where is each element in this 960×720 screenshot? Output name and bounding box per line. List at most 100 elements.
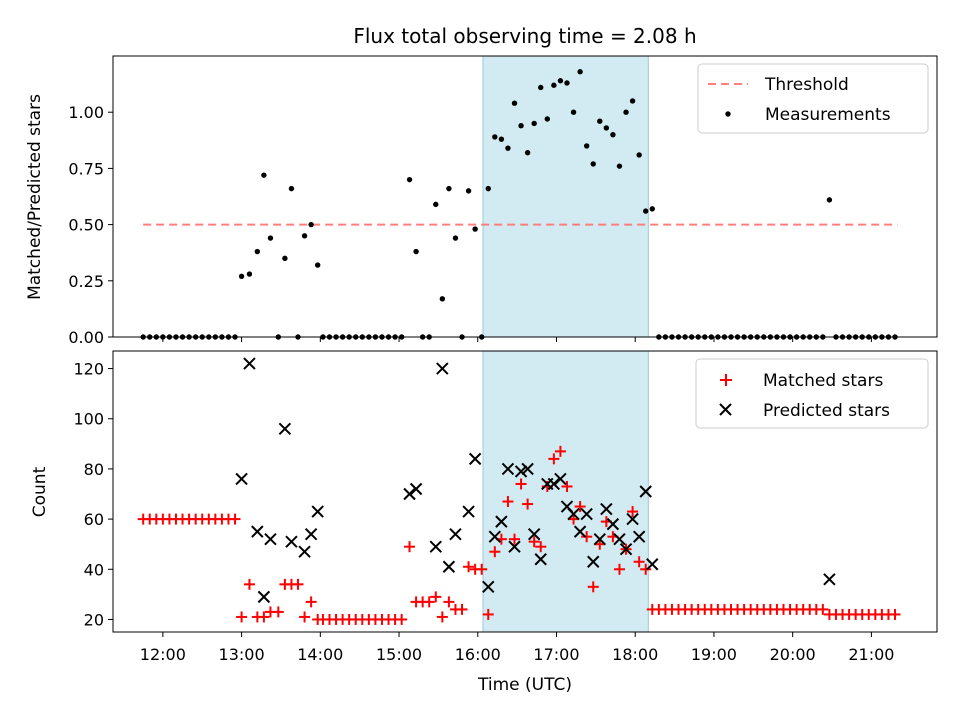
matched-point [423, 596, 435, 608]
measurement-point [826, 197, 833, 203]
predicted-point [298, 545, 311, 558]
matched-point [889, 608, 901, 620]
predicted-point [573, 525, 587, 538]
predicted-point [251, 525, 264, 538]
top-plot-frame [112, 55, 938, 338]
measurement-point [524, 149, 531, 156]
x-tick-label: 18:00 [612, 645, 658, 664]
measurement-point [597, 118, 603, 124]
legend-matched-swatch [720, 374, 732, 386]
x-tick-label: 20:00 [770, 645, 816, 664]
predicted-points [235, 357, 836, 604]
predicted-point [567, 507, 580, 521]
matched-point [430, 591, 442, 603]
predicted-point [501, 462, 515, 476]
predicted-point [613, 532, 626, 546]
matched-point [633, 556, 645, 568]
matched-point [436, 611, 448, 623]
x-tick-label: 14:00 [297, 645, 343, 664]
x-axis-label: Time (UTC) [477, 675, 572, 695]
measurement-point [616, 163, 623, 169]
bottom-legend[interactable]: Matched stars Predicted stars [695, 358, 929, 429]
measurement-point [492, 134, 498, 140]
x-tick-label: 21:00 [848, 645, 894, 664]
predicted-point [632, 530, 646, 543]
y-tick-label: 80 [84, 460, 104, 479]
matched-point [574, 501, 586, 513]
measurement-point [498, 136, 505, 142]
bottom-legend-box [695, 358, 929, 429]
measurement-point [485, 185, 491, 192]
matched-points [137, 445, 901, 625]
matched-point [404, 541, 416, 553]
measurement-point [465, 188, 472, 194]
predicted-point [409, 482, 423, 496]
measurement-point [267, 235, 274, 241]
measurement-point [538, 84, 544, 91]
matched-point [243, 578, 255, 590]
measurement-point [603, 125, 610, 131]
bottom-plot-frame [112, 350, 938, 633]
x-tick-label: 15:00 [376, 645, 422, 664]
matched-point [258, 611, 270, 623]
legend-predicted-label: Predicted stars [763, 401, 890, 421]
matched-point [502, 496, 514, 508]
predicted-point [442, 560, 456, 573]
measurement-point [649, 206, 655, 212]
measurement-point [629, 98, 636, 104]
predicted-point [508, 540, 521, 553]
predicted-point [264, 532, 277, 546]
measurement-point [511, 100, 518, 106]
predicted-point [482, 580, 495, 594]
measurement-point [623, 109, 629, 115]
measurement-point [261, 172, 267, 178]
top-x-ticks [162, 337, 872, 342]
predicted-point [278, 422, 292, 435]
predicted-point [462, 505, 475, 518]
x-tick-label: 16:00 [455, 645, 501, 664]
matched-point [528, 536, 540, 548]
measurement-point [308, 221, 314, 228]
predicted-point [587, 555, 600, 568]
legend-matched-label: Matched stars [763, 371, 883, 391]
measurement-point [544, 116, 551, 122]
predicted-point [285, 535, 298, 548]
predicted-point [626, 512, 639, 526]
matched-point [515, 478, 527, 490]
predicted-point [823, 573, 836, 586]
predicted-point [606, 517, 620, 531]
predicted-point [639, 485, 652, 498]
y-tick-label: 100 [73, 410, 104, 429]
top-y-ticks: 0.00 0.25 0.50 0.75 1.00 [68, 103, 113, 347]
measurement-point [643, 208, 649, 214]
y-tick-label: 60 [84, 510, 104, 529]
top-legend[interactable]: Threshold Measurements [697, 63, 929, 134]
predicted-point [521, 462, 534, 476]
measurement-point [570, 109, 577, 115]
predicted-point [304, 527, 318, 541]
y-tick-label: 0.75 [68, 159, 104, 178]
measurement-point [301, 233, 308, 239]
legend-measurements-swatch [725, 111, 731, 117]
predicted-point [593, 532, 606, 546]
measurement-point [413, 248, 419, 255]
x-tick-label: 19:00 [691, 645, 737, 664]
matched-point [509, 533, 521, 545]
measurement-point [254, 248, 261, 255]
matched-point [476, 563, 488, 575]
matched-point [299, 611, 311, 623]
measurement-point [439, 296, 446, 302]
matched-point [236, 611, 248, 623]
measurement-point [551, 82, 557, 88]
measurement-point [590, 161, 596, 167]
bottom-highlight-span [482, 350, 649, 633]
measurement-point [610, 131, 616, 138]
y-tick-label: 0.00 [68, 328, 104, 347]
predicted-point [527, 527, 541, 541]
measurement-point [505, 145, 511, 151]
x-tick-label: 13:00 [219, 645, 265, 664]
predicted-point [534, 553, 547, 566]
matched-point [554, 445, 566, 457]
predicted-point [468, 452, 482, 466]
